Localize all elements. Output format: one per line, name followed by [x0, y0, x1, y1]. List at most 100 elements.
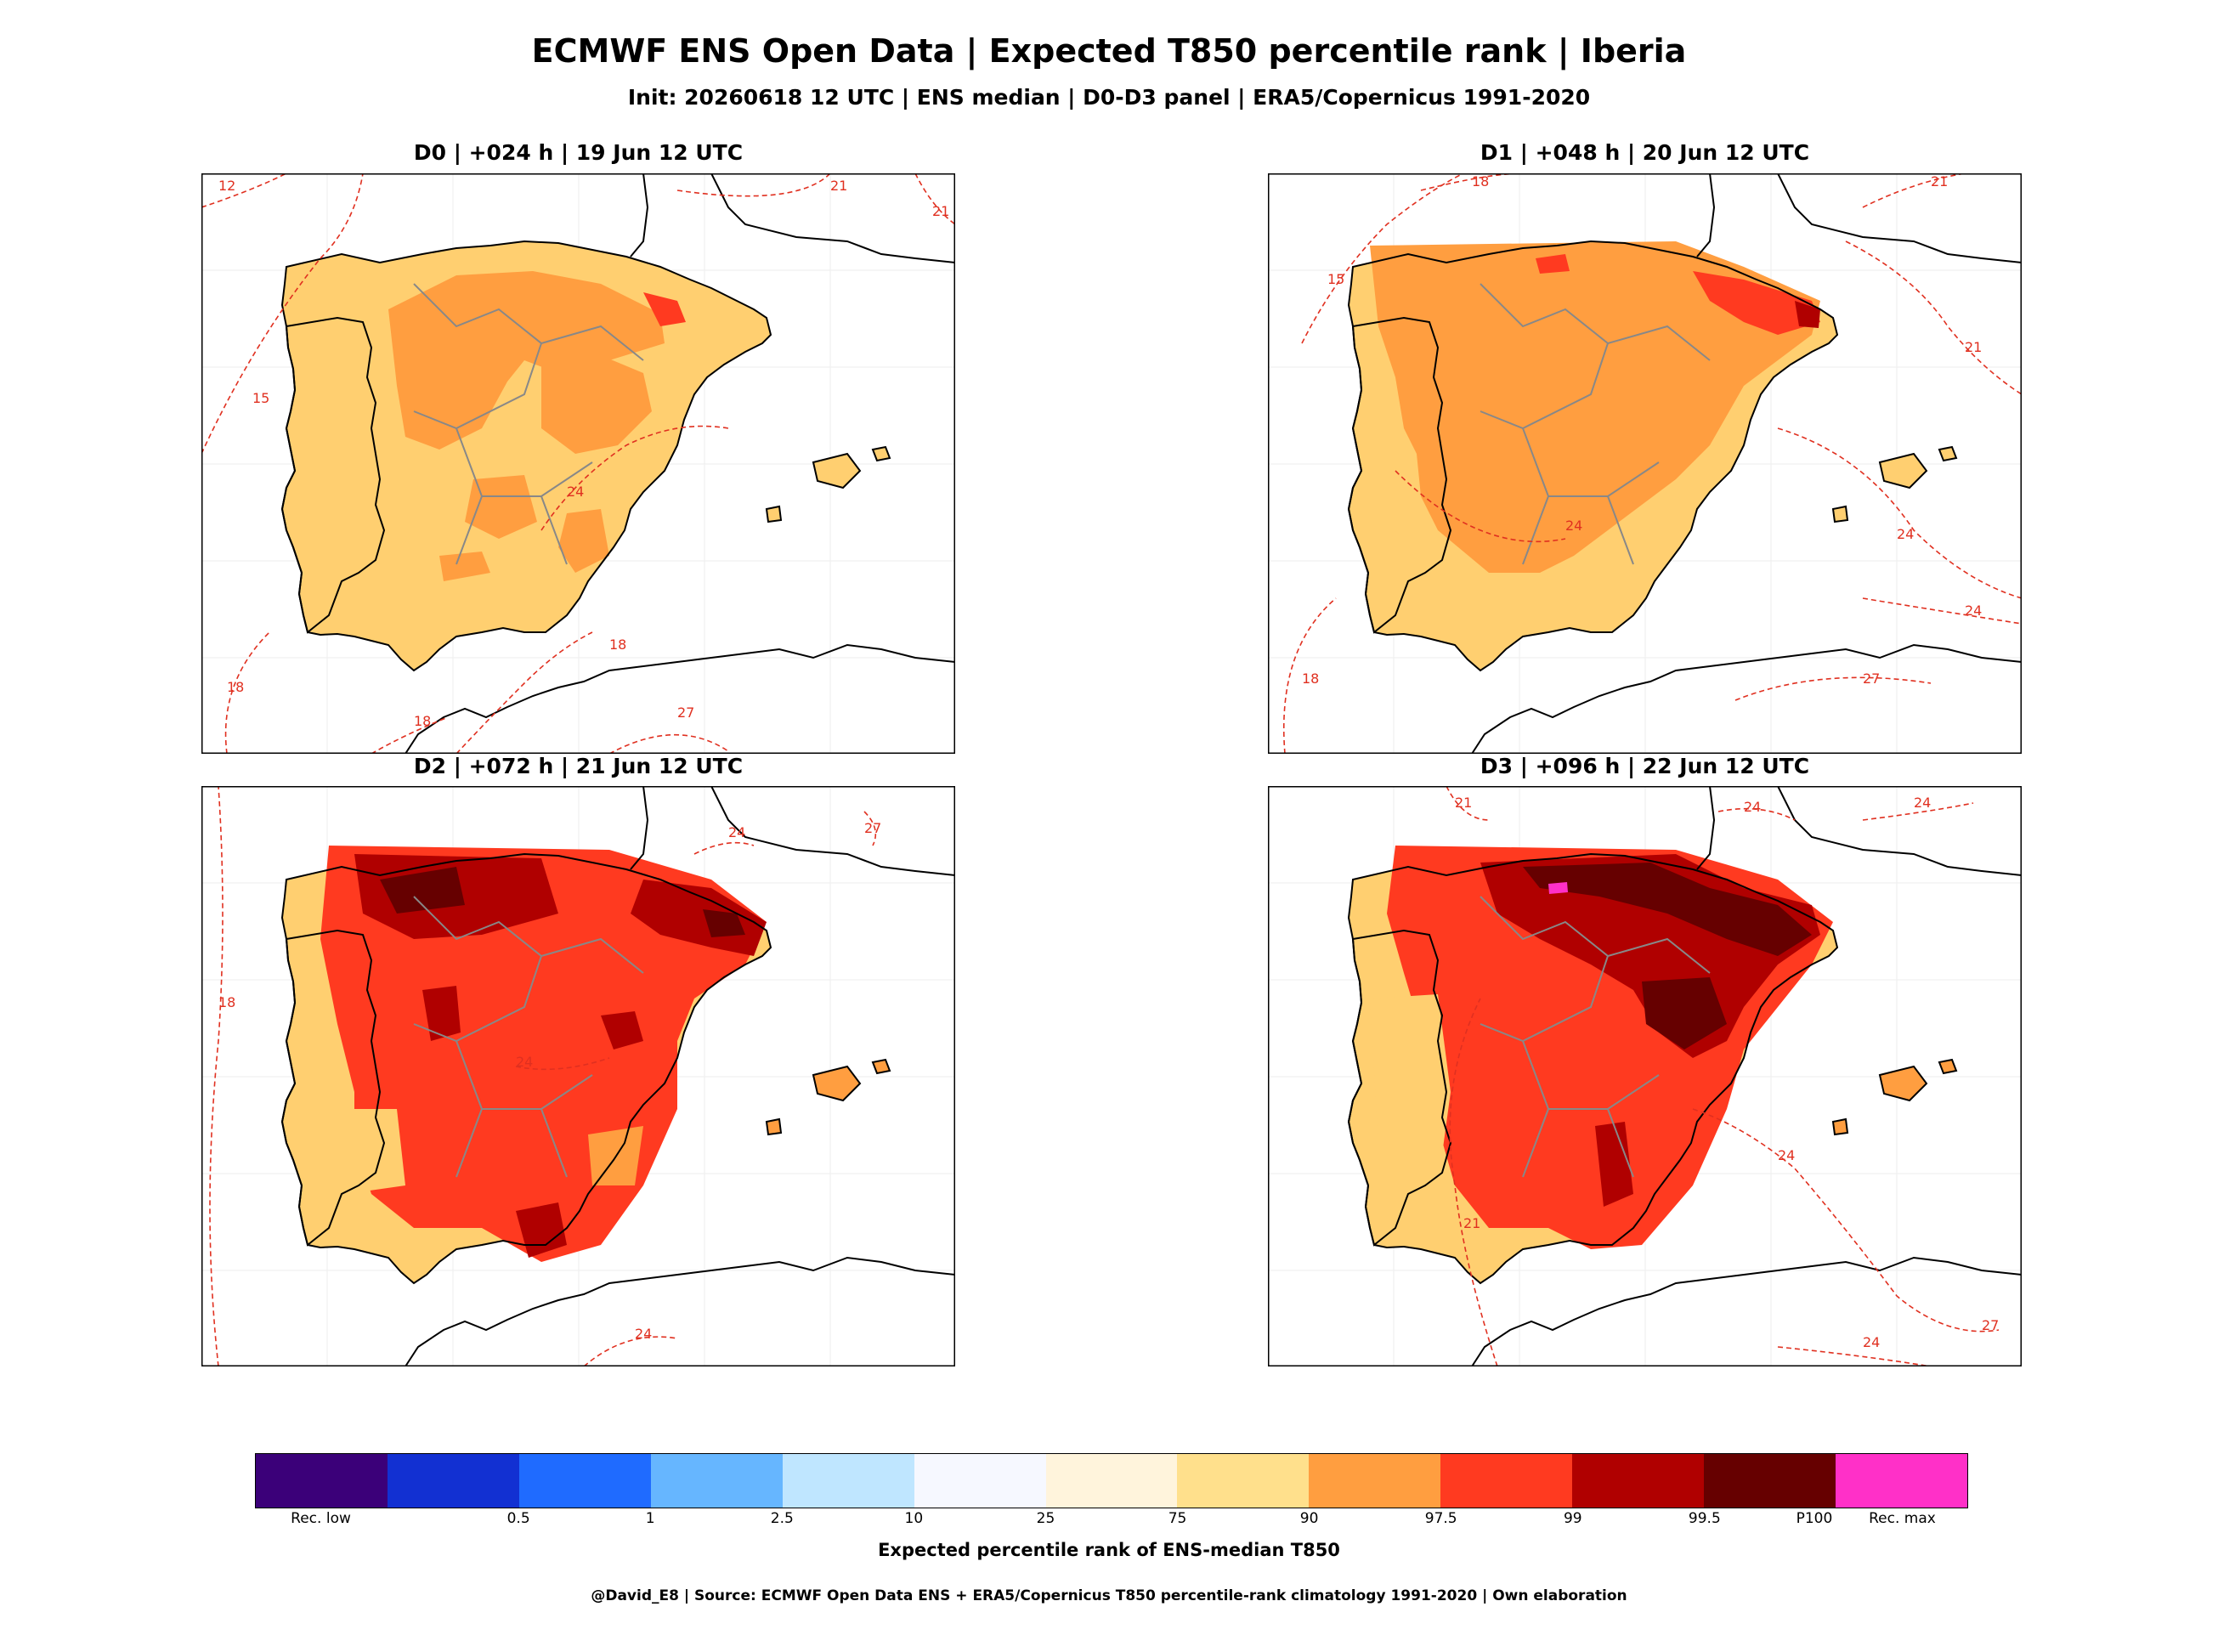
colorbar-tick-label: 1 — [645, 1510, 655, 1527]
colorbar-tick-label: 0.5 — [506, 1510, 530, 1527]
contour-label: 18 — [1472, 173, 1489, 190]
island — [871, 1058, 891, 1075]
isotherm-contour — [583, 1336, 678, 1366]
contour-label: 21 — [932, 203, 949, 219]
isotherm-contour — [201, 173, 364, 455]
contour-label: 24 — [1863, 1334, 1880, 1350]
iberia-coastline — [1347, 240, 1839, 672]
contour-label: 15 — [1327, 271, 1344, 287]
africa-coastline — [404, 1256, 955, 1366]
anomaly-patch — [631, 880, 767, 956]
colorbar-segment — [518, 1454, 651, 1508]
isotherm-contour — [540, 425, 729, 531]
anomaly-patch — [439, 552, 490, 581]
map-panel-d1: 15 18 18 21 21 24 24 24 27 — [1268, 173, 2022, 754]
contour-label: 24 — [516, 1054, 533, 1070]
contour-label: 18 — [414, 713, 431, 729]
isotherm-contour — [515, 1057, 610, 1071]
anomaly-patch — [320, 846, 767, 1262]
anomaly-patch — [703, 909, 745, 937]
contour-label: 24 — [1744, 799, 1761, 815]
anomaly-patch — [1536, 254, 1570, 274]
colorbar-label: Expected percentile rank of ENS-median T… — [878, 1540, 1340, 1560]
isotherm-contour — [1862, 802, 1974, 821]
isotherm-contour — [608, 733, 729, 754]
contour-label: 21 — [1965, 339, 1982, 355]
anomaly-patch — [643, 292, 686, 326]
figure-title: ECMWF ENS Open Data | Expected T850 perc… — [531, 32, 1687, 70]
isotherm-contour — [1777, 1346, 1932, 1366]
anomaly-patch — [1370, 241, 1820, 573]
anomaly-patch — [541, 352, 652, 454]
colorbar-tick-label: 25 — [1036, 1510, 1055, 1527]
colorbar-segment — [1309, 1454, 1441, 1508]
region-borders — [1480, 896, 1711, 1178]
region-borders — [413, 283, 644, 565]
iberia-coastline — [1347, 852, 1839, 1285]
anomaly-patch — [516, 1202, 567, 1258]
island — [1938, 445, 1958, 462]
colorbar-tick-label: 75 — [1168, 1510, 1187, 1527]
isotherm-contour — [1717, 807, 1796, 821]
island — [1878, 1065, 1928, 1102]
iberia-coastline — [280, 240, 772, 672]
map-panel-d3: 21 21 24 24 24 24 27 — [1268, 786, 2022, 1366]
island — [765, 505, 783, 523]
panel-d1-title: D1 | +048 h | 20 Jun 12 UTC — [1480, 140, 1810, 165]
isotherm-contour — [1862, 597, 2022, 625]
colorbar-segment — [387, 1454, 519, 1508]
isotherm-contour — [455, 631, 593, 754]
region-borders — [1480, 283, 1711, 565]
island — [812, 452, 862, 489]
contour-label: 27 — [1982, 1317, 1999, 1333]
france-coastline — [630, 786, 955, 876]
colorbar — [255, 1453, 1968, 1508]
contour-label: 21 — [1463, 1215, 1480, 1231]
contour-label: 21 — [830, 178, 847, 194]
map-frame — [1268, 786, 2022, 1366]
colorbar-tick-label: 99 — [1563, 1510, 1582, 1527]
colorbar-segment — [1177, 1454, 1310, 1508]
island — [1831, 505, 1849, 523]
isotherm-contour — [1446, 786, 1490, 821]
france-coastline — [1696, 786, 2022, 876]
colorbar-tick-label: 90 — [1299, 1510, 1319, 1527]
panel-d2-title: D2 | +072 h | 21 Jun 12 UTC — [413, 754, 744, 778]
panel-d3-title: D3 | +096 h | 22 Jun 12 UTC — [1480, 754, 1810, 778]
colorbar-segment — [1836, 1454, 1967, 1508]
contour-label: 21 — [1455, 795, 1472, 811]
isotherm-contour — [1692, 1108, 2000, 1332]
isotherm-contour — [1734, 676, 1932, 701]
map-panel-d0: 12 15 18 18 18 21 21 24 27 — [201, 173, 955, 754]
colorbar-tick-label: 2.5 — [770, 1510, 794, 1527]
map-frame — [1268, 173, 2022, 754]
colorbar-tick-label: 10 — [904, 1510, 924, 1527]
colorbar-tick-label: 99.5 — [1688, 1510, 1721, 1527]
region-borders — [413, 896, 644, 1178]
contour-label: 18 — [227, 679, 244, 695]
anomaly-patch — [465, 475, 537, 539]
contour-label: 24 — [1778, 1147, 1795, 1163]
contour-label: 18 — [609, 636, 626, 653]
isotherm-contour — [1862, 173, 1966, 208]
contour-label: 15 — [252, 390, 269, 406]
colorbar-tick-label: Rec. low — [291, 1510, 351, 1527]
anomaly-patch — [329, 1109, 405, 1194]
source-credit: @David_E8 | Source: ECMWF Open Data ENS … — [591, 1587, 1627, 1604]
isotherm-contour — [201, 173, 287, 208]
isotherm-contour — [209, 786, 223, 1366]
map-panel-d2: 18 24 24 24 27 — [201, 786, 955, 1366]
isotherm-contour — [1395, 470, 1566, 543]
colorbar-tick-label: 97.5 — [1424, 1510, 1457, 1527]
anomaly-patch — [1548, 882, 1568, 894]
anomaly-patch — [1523, 863, 1812, 956]
colorbar-segment — [1572, 1454, 1705, 1508]
anomaly-patch — [422, 986, 461, 1041]
africa-coastline — [1470, 643, 2022, 754]
contour-label: 24 — [567, 484, 584, 500]
balearic-islands — [765, 1058, 891, 1136]
contour-label: 27 — [677, 704, 694, 721]
island — [1831, 1117, 1849, 1136]
anomaly-patch — [601, 1011, 643, 1049]
figure-subtitle: Init: 20260618 12 UTC | ENS median | D0-… — [627, 85, 1591, 110]
